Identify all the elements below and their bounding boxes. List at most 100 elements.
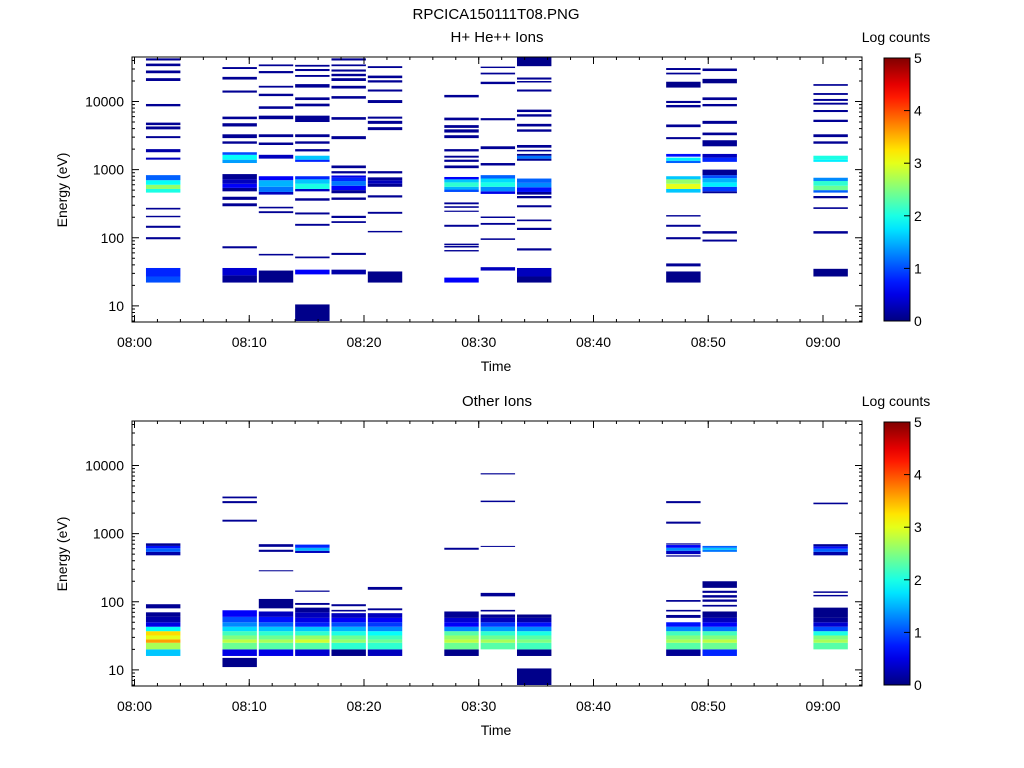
heatmap-cell	[295, 198, 330, 201]
heatmap-cell	[145, 78, 181, 81]
heatmap-cell	[145, 180, 181, 185]
heatmap-cell	[331, 117, 366, 120]
heatmap-cell	[702, 595, 737, 598]
heatmap-cell	[444, 631, 479, 636]
heatmap-cell	[331, 613, 366, 618]
heatmap-cell	[222, 622, 257, 627]
heatmap-cell	[516, 129, 552, 132]
heatmap-cell	[367, 635, 403, 640]
heatmap-cell	[222, 657, 257, 668]
heatmap-cell	[480, 622, 516, 627]
heatmap-cell	[702, 649, 737, 656]
heatmap-cell	[813, 635, 848, 640]
heatmap-cell	[331, 69, 366, 72]
heatmap-cell	[331, 64, 366, 67]
heatmap-cell	[258, 142, 294, 145]
heatmap-cell	[145, 642, 181, 650]
heatmap-cell	[258, 639, 294, 643]
heatmap-cell	[295, 74, 330, 77]
heatmap-cell	[258, 626, 294, 632]
heatmap-cell	[331, 609, 366, 612]
heatmap-cell	[813, 110, 848, 113]
heatmap-cell	[666, 176, 701, 180]
heatmap-cell	[367, 66, 403, 69]
heatmap-cell	[666, 547, 701, 551]
heatmap-cell	[222, 187, 257, 192]
heatmap-cell	[480, 617, 516, 623]
heatmap-cell	[367, 639, 403, 643]
heatmap-cell	[145, 122, 181, 126]
heatmap-cell	[516, 109, 552, 113]
heatmap-cell	[331, 185, 366, 191]
heatmap-cell	[331, 635, 366, 640]
heatmap-cell	[666, 642, 701, 650]
heatmap-cell	[516, 80, 552, 83]
heatmap-cell	[444, 125, 479, 128]
heatmap-cell	[258, 616, 294, 623]
heatmap-cell	[295, 223, 330, 226]
heatmap-cell	[222, 635, 257, 640]
heatmap-cell	[444, 149, 479, 152]
heatmap-cell	[295, 550, 330, 553]
heatmap-cell	[813, 155, 848, 160]
heatmap-cell	[666, 622, 701, 627]
heatmap-cell	[516, 649, 552, 656]
heatmap-cell	[702, 549, 737, 552]
heatmap-cell	[331, 58, 366, 61]
colorbar-tick-label: 1	[914, 624, 922, 640]
heatmap-cell	[258, 71, 294, 74]
heatmap-cell	[666, 188, 701, 193]
heatmap-cell	[258, 134, 294, 138]
heatmap-cell	[666, 600, 701, 602]
heatmap-cell	[145, 267, 181, 277]
x-tick-label: 08:10	[232, 698, 267, 714]
x-tick-label: 08:40	[576, 334, 611, 350]
heatmap-cell	[702, 631, 737, 636]
heatmap-cell	[813, 544, 848, 547]
heatmap-cell	[258, 115, 294, 120]
heatmap-cell	[444, 155, 479, 158]
figure-title: RPCICA150111T08.PNG	[412, 6, 579, 23]
heatmap-cell	[145, 157, 181, 160]
heatmap-cell	[367, 626, 403, 632]
heatmap-cell	[145, 612, 181, 617]
heatmap-cells	[145, 473, 848, 685]
heatmap-cell	[813, 551, 848, 556]
heatmap-cell	[222, 203, 257, 207]
heatmap-cell	[480, 146, 516, 150]
colorbar-label: Log counts	[862, 393, 931, 409]
heatmap-cell	[222, 639, 257, 643]
heatmap-cell	[295, 155, 330, 160]
heatmap-cell	[295, 179, 330, 184]
heatmap-cell	[367, 75, 403, 79]
heatmap-cell	[702, 153, 737, 158]
heatmap-cell	[222, 196, 257, 200]
heatmap-cell	[145, 225, 181, 228]
heatmap-cell	[331, 190, 366, 194]
heatmap-cell	[813, 181, 848, 186]
heatmap-cell	[222, 67, 257, 69]
heatmap-cell	[145, 103, 181, 107]
heatmap-cell	[813, 93, 848, 95]
heatmap-cell	[516, 114, 552, 117]
heatmap-cell	[145, 63, 181, 67]
heatmap-cell	[666, 157, 701, 161]
heatmap-cell	[367, 116, 403, 119]
heatmap-cell	[702, 545, 737, 548]
heatmap-cell	[813, 134, 848, 138]
heatmap-cell	[444, 626, 479, 632]
colorbar-tick-label: 3	[914, 155, 922, 171]
heatmap-cell	[295, 97, 330, 101]
heatmap-cell	[480, 267, 516, 271]
heatmap-cell	[295, 69, 330, 72]
heatmap-cell	[666, 237, 701, 240]
colorbar-tick-label: 4	[914, 103, 922, 119]
y-tick-label: 1000	[93, 162, 124, 178]
heatmap-cell	[516, 668, 552, 685]
heatmap-cell	[258, 549, 294, 552]
heatmap-cell	[666, 224, 701, 227]
heatmap-cell	[480, 81, 516, 85]
heatmap-cell	[813, 548, 848, 552]
plot-frame	[131, 56, 863, 323]
